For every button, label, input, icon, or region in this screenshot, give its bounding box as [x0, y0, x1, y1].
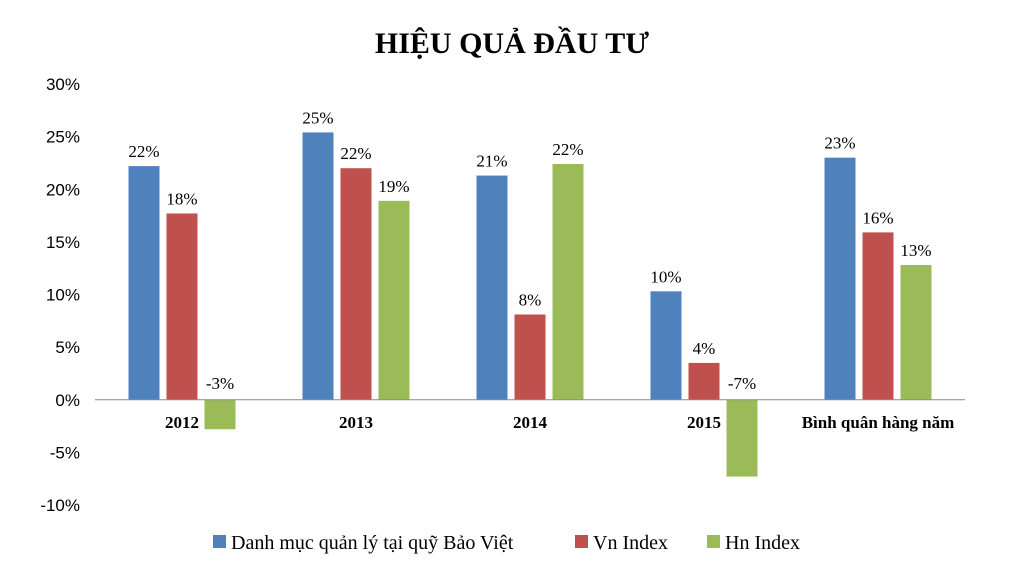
bar-series-2-1 — [340, 168, 372, 400]
data-label: 19% — [378, 177, 409, 196]
data-label: 8% — [519, 290, 542, 309]
bar-series-2-3 — [688, 362, 720, 400]
y-tick-label: 0% — [55, 391, 80, 410]
bar-series-1-0 — [128, 166, 160, 400]
data-label: 16% — [862, 208, 893, 227]
x-axis: 2012 2013 2014 2015 Bình quân hàng năm — [165, 413, 954, 432]
legend-swatch — [213, 535, 226, 548]
x-tick-label: 2012 — [165, 413, 199, 432]
bar-series-3-2 — [552, 163, 584, 400]
y-tick-label: -10% — [40, 496, 80, 515]
y-tick-label: 25% — [46, 128, 80, 147]
data-label: 4% — [693, 339, 716, 358]
data-label: -3% — [206, 374, 234, 393]
bar-series-group — [128, 132, 932, 477]
bar-series-2-2 — [514, 314, 546, 400]
x-tick-label: 2015 — [687, 413, 721, 432]
legend: Danh mục quản lý tại quỹ Bảo Việt Vn Inde… — [213, 532, 800, 554]
x-tick-label: 2013 — [339, 413, 373, 432]
bar-series-3-1 — [378, 200, 410, 400]
data-label: 18% — [166, 189, 197, 208]
data-label: 13% — [900, 241, 931, 260]
y-axis: 30% 25% 20% 15% 10% 5% 0% -5% -10% — [40, 75, 80, 515]
bar-series-2-0 — [166, 213, 198, 400]
y-tick-label: 10% — [46, 286, 80, 305]
bar-series-3-3 — [726, 399, 758, 477]
legend-swatch — [575, 535, 588, 548]
bar-series-3-4 — [900, 265, 932, 400]
data-label: 22% — [552, 140, 583, 159]
y-tick-label: 30% — [46, 75, 80, 94]
data-label: 23% — [824, 134, 855, 153]
data-label: 10% — [650, 267, 681, 286]
data-label: 22% — [128, 142, 159, 161]
legend-label: Danh mục quản lý tại quỹ Bảo Việt — [231, 532, 514, 554]
data-label: 25% — [302, 108, 333, 127]
legend-label: Vn Index — [593, 532, 668, 554]
data-label: -7% — [728, 374, 756, 393]
legend-label: Hn Index — [725, 532, 800, 554]
x-tick-label: Bình quân hàng năm — [802, 413, 955, 432]
data-label: 21% — [476, 152, 507, 171]
bar-series-1-2 — [476, 175, 508, 400]
chart-title: HIỆU QUẢ ĐẦU TƯ — [375, 26, 649, 60]
x-tick-label: 2014 — [513, 413, 548, 432]
bar-series-1-4 — [824, 157, 856, 400]
bar-series-2-4 — [862, 232, 894, 400]
legend-swatch — [707, 535, 720, 548]
bar-series-1-1 — [302, 132, 334, 400]
y-tick-label: 15% — [46, 233, 80, 252]
data-label: 22% — [340, 144, 371, 163]
bar-series-1-3 — [650, 291, 682, 400]
y-tick-label: 5% — [55, 338, 80, 357]
y-tick-label: -5% — [50, 443, 80, 462]
data-labels: 22% 18% -3% 25% 22% 19% 21% 8% 22% 10% 4% -7% 23% 16%… — [128, 108, 931, 392]
bar-series-3-0 — [204, 399, 236, 430]
y-tick-label: 20% — [46, 180, 80, 199]
